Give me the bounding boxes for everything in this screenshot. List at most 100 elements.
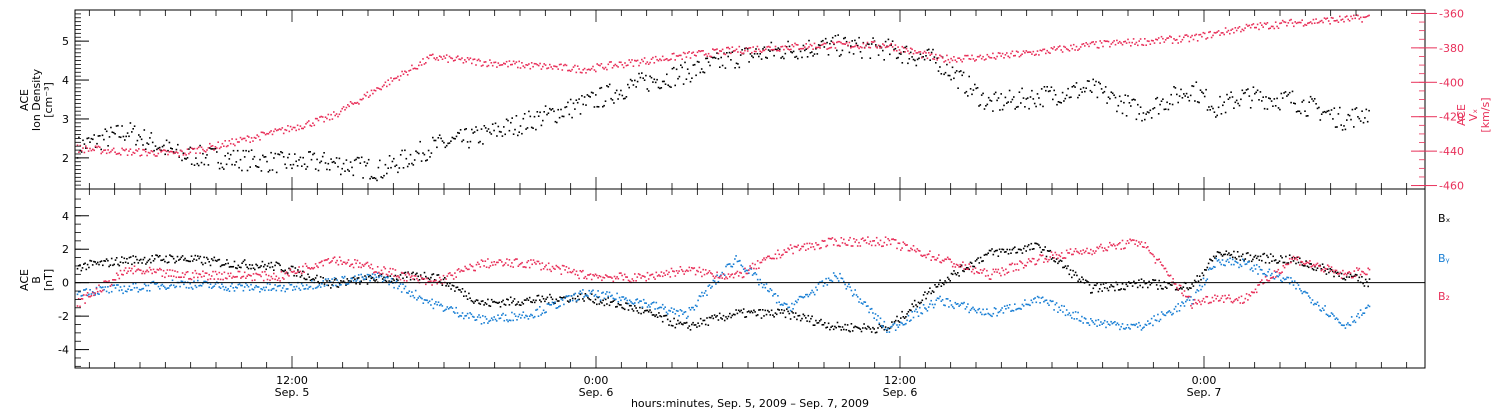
- data-point: [1126, 42, 1128, 44]
- data-point: [287, 288, 289, 290]
- data-point: [1031, 243, 1033, 245]
- data-point: [1364, 117, 1366, 119]
- data-point: [172, 256, 174, 258]
- data-point: [509, 130, 511, 132]
- data-point: [1055, 49, 1057, 51]
- data-point: [97, 291, 99, 293]
- data-point: [401, 291, 403, 293]
- data-point: [472, 301, 474, 303]
- data-point: [511, 262, 513, 264]
- axes: [75, 10, 1437, 368]
- data-point: [108, 292, 110, 294]
- data-point: [1317, 267, 1319, 269]
- data-point: [1208, 269, 1210, 271]
- data-point: [616, 293, 618, 295]
- data-point: [687, 270, 689, 272]
- data-point: [1328, 266, 1330, 268]
- data-point: [520, 67, 522, 69]
- data-point: [1340, 322, 1342, 324]
- data-point: [782, 312, 784, 314]
- data-point: [595, 294, 597, 296]
- data-point: [296, 286, 298, 288]
- data-point: [922, 300, 924, 302]
- data-point: [131, 268, 133, 270]
- data-point: [525, 128, 527, 130]
- data-point: [176, 261, 178, 263]
- data-point: [461, 315, 463, 317]
- data-point: [936, 259, 938, 261]
- data-point: [913, 59, 915, 61]
- data-point: [1160, 319, 1162, 321]
- data-point: [594, 275, 596, 277]
- data-point: [552, 108, 554, 110]
- data-point: [545, 265, 547, 267]
- data-point: [286, 167, 288, 169]
- data-point: [390, 268, 392, 270]
- data-point: [305, 263, 307, 265]
- data-point: [1266, 255, 1268, 257]
- data-point: [145, 148, 147, 150]
- data-point: [85, 145, 87, 147]
- data-point: [895, 320, 897, 322]
- data-point: [111, 284, 113, 286]
- data-point: [783, 58, 785, 60]
- data-point: [1252, 270, 1254, 272]
- data-point: [882, 326, 884, 328]
- data-point: [516, 258, 518, 260]
- data-point: [114, 151, 116, 153]
- data-point: [144, 273, 146, 275]
- data-point: [407, 272, 409, 274]
- data-point: [775, 293, 777, 295]
- data-point: [1074, 49, 1076, 51]
- data-point: [112, 131, 114, 133]
- data-point: [552, 302, 554, 304]
- data-point: [138, 262, 140, 264]
- data-point: [548, 67, 550, 69]
- data-point: [378, 167, 380, 169]
- data-point: [286, 271, 288, 273]
- data-point: [144, 149, 146, 151]
- data-point: [519, 314, 521, 316]
- data-point: [491, 133, 493, 135]
- data-point: [1046, 259, 1048, 261]
- data-point: [667, 274, 669, 276]
- data-point: [814, 294, 816, 296]
- data-point: [1191, 35, 1193, 37]
- data-point: [503, 63, 505, 65]
- data-point: [328, 114, 330, 116]
- data-point: [1027, 52, 1029, 54]
- data-point: [1042, 49, 1044, 51]
- data-point: [903, 51, 905, 53]
- data-point: [244, 272, 246, 274]
- data-point: [1083, 87, 1085, 89]
- data-point: [514, 63, 516, 65]
- data-point: [1139, 325, 1141, 327]
- data-point: [310, 286, 312, 288]
- data-point: [750, 47, 752, 49]
- data-point: [1264, 108, 1266, 110]
- data-point: [485, 316, 487, 318]
- data-point: [871, 331, 873, 333]
- data-point: [949, 75, 951, 77]
- data-point: [1219, 34, 1221, 36]
- data-point: [1079, 94, 1081, 96]
- data-point: [645, 280, 647, 282]
- data-point: [539, 263, 541, 265]
- data-point: [707, 58, 709, 60]
- data-point: [258, 166, 260, 168]
- data-point: [376, 271, 378, 273]
- data-point: [835, 327, 837, 329]
- data-point: [353, 280, 355, 282]
- data-point: [1138, 279, 1140, 281]
- data-point: [1066, 309, 1068, 311]
- data-point: [697, 52, 699, 54]
- data-point: [262, 289, 264, 291]
- data-point: [744, 268, 746, 270]
- data-point: [496, 320, 498, 322]
- data-point: [103, 150, 105, 152]
- data-point: [662, 56, 664, 58]
- data-point: [609, 61, 611, 63]
- data-point: [483, 304, 485, 306]
- data-point: [534, 262, 536, 264]
- data-point: [811, 51, 813, 53]
